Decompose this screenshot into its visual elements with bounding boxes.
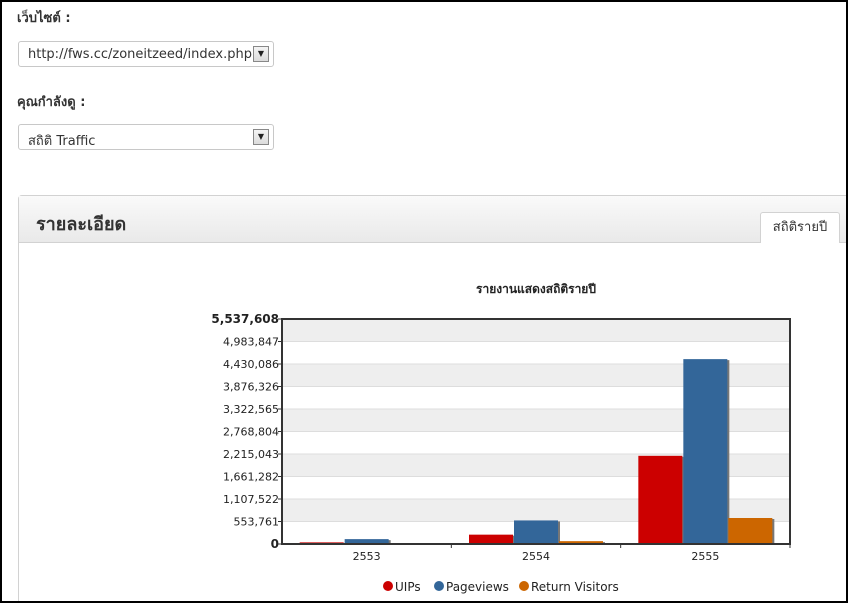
panel-header: รายละเอียด สถิติรายปี: [19, 196, 846, 243]
chevron-down-icon[interactable]: ▼: [253, 129, 269, 145]
report-type-select-value: สถิติ Traffic: [28, 134, 96, 149]
website-select-value: http://fws.cc/zoneitzeed/index.php: [28, 47, 253, 62]
viewing-label: คุณกำลังดู :: [17, 95, 86, 110]
details-panel: รายละเอียด สถิติรายปี: [18, 195, 846, 601]
chevron-down-icon[interactable]: ▼: [253, 46, 269, 62]
website-label: เว็บไซต์ :: [17, 11, 71, 26]
tab-yearly-stats[interactable]: สถิติรายปี: [760, 212, 840, 243]
panel-title: รายละเอียด: [36, 214, 127, 235]
report-type-select[interactable]: สถิติ Traffic ▼: [18, 124, 274, 150]
website-select[interactable]: http://fws.cc/zoneitzeed/index.php ▼: [18, 41, 274, 67]
